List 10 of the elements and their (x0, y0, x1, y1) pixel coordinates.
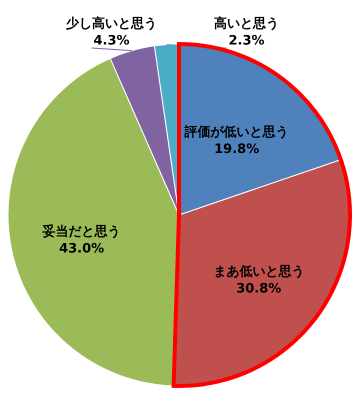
data-label: 43.0% (59, 241, 104, 256)
data-label: 2.3% (228, 34, 265, 49)
data-label: 30.8% (236, 282, 282, 297)
data-label: 19.8% (214, 142, 260, 157)
slice-label: 妥当だと思う (42, 224, 121, 240)
slice-label: 少し高いと思う (65, 16, 157, 32)
data-label: 4.3% (93, 34, 130, 49)
slice-label: 高いと思う (214, 16, 279, 32)
slice-label: 評価が低いと思う (184, 124, 289, 140)
slice-label: まあ低いと思う (213, 264, 304, 280)
